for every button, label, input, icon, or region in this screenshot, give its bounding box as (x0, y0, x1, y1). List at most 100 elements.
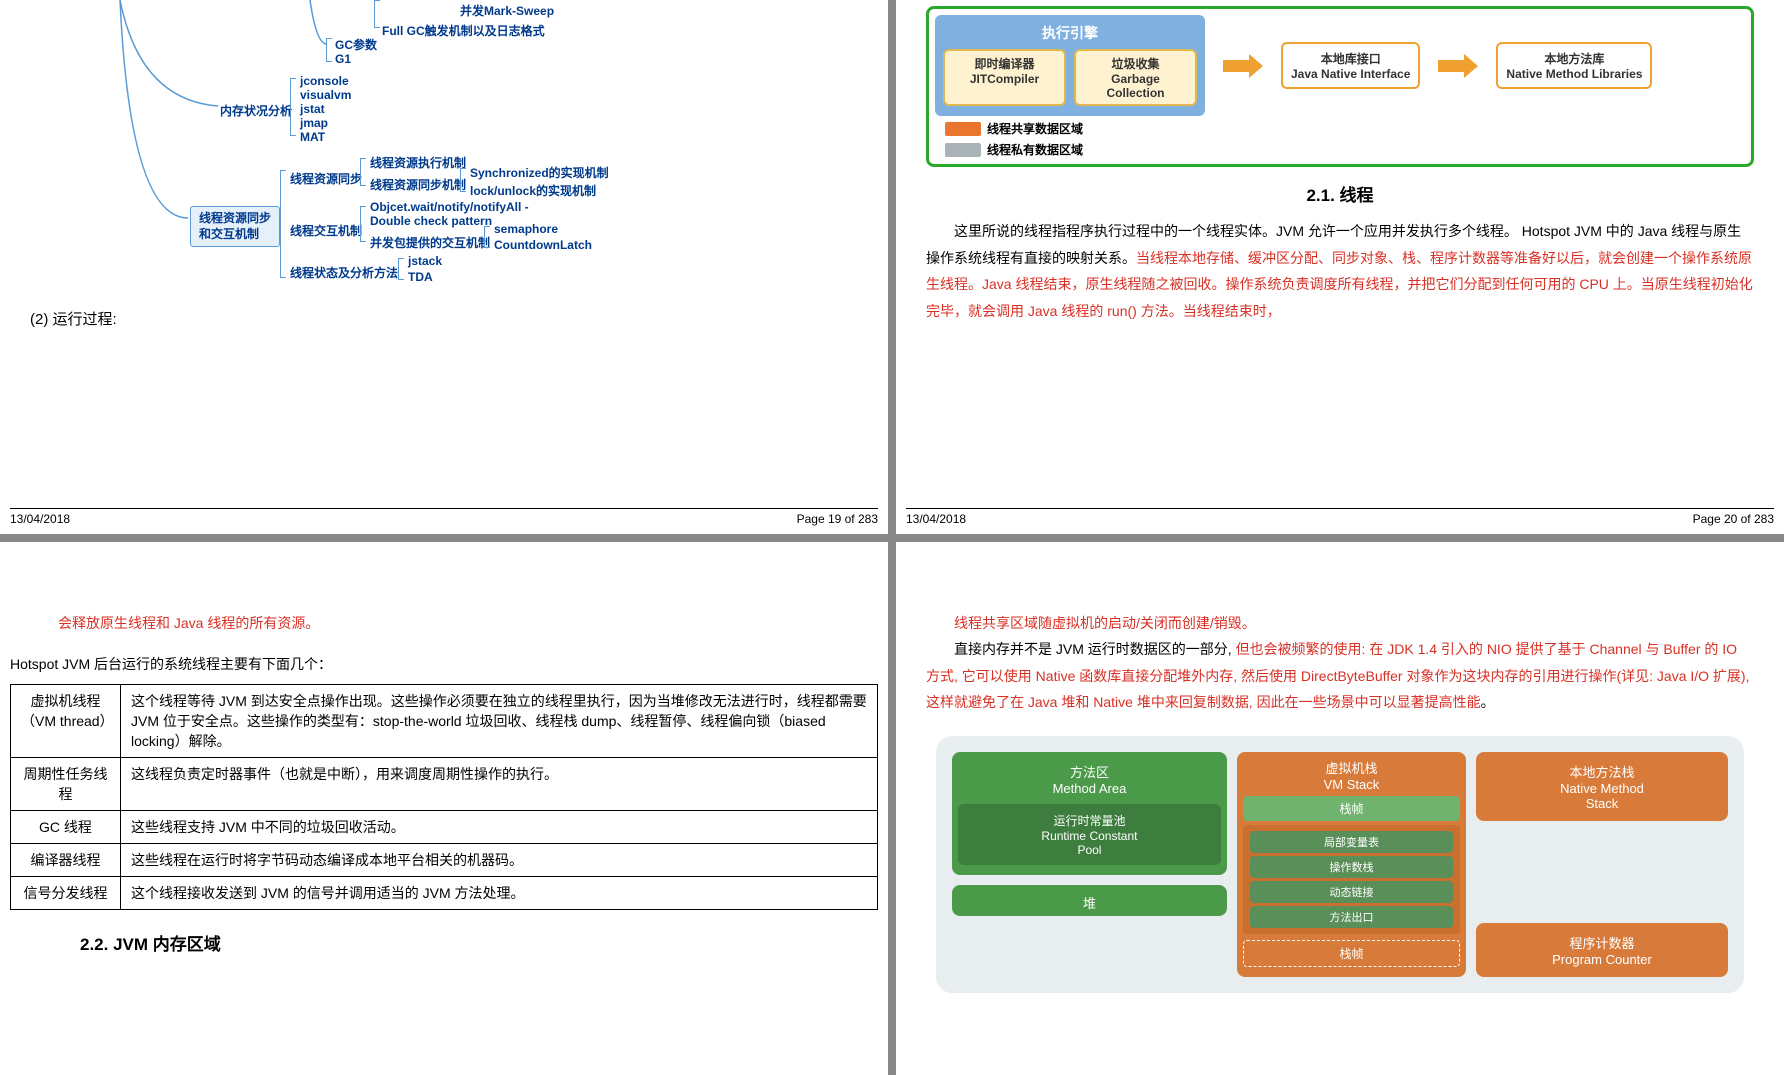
legend-private-swatch (945, 143, 981, 157)
gc-label-en: Garbage Collection (1082, 72, 1189, 100)
p4-p1b: 但也会被频繁的使用: 在 JDK 1.4 引入的 (1236, 641, 1487, 657)
table-row: 虚拟机线程 （VM thread）这个线程等待 JVM 到达安全点操作出现。这些… (11, 685, 878, 758)
legend-private: 线程私有数据区域 (945, 141, 1745, 158)
method-area-en: Method Area (958, 781, 1221, 796)
mm-marksweep: 并发Mark-Sweep (460, 2, 554, 19)
page-19: 并发Mark-Sweep Full GC触发机制以及日志格式 GC参数 G1 内… (0, 0, 888, 534)
exec-engine-diagram: 执行引擎 即时编译器 JITCompiler 垃圾收集 Garbage Coll… (926, 6, 1754, 167)
heap-box: 堆 (952, 885, 1227, 916)
p4-p1a: 直接内存并不是 JVM 运行时数据区的一部分, (954, 641, 1236, 657)
vms-en: VM Stack (1243, 777, 1460, 792)
pc-register-box: 程序计数器 Program Counter (1476, 923, 1728, 977)
mm-tda: TDA (408, 270, 433, 284)
thread-desc-cell: 这线程负责定时器事件（也就是中断），用来调度周期性操作的执行。 (121, 758, 878, 811)
p3-intro: Hotspot JVM 后台运行的系统线程主要有下面几个： (10, 654, 878, 674)
mm-g1: G1 (335, 52, 351, 66)
thread-name-cell: 信号分发线程 (11, 877, 121, 910)
jvm-memory-diagram: 方法区 Method Area 运行时常量池 Runtime Constant … (936, 736, 1744, 993)
page-footer-19: 13/04/2018 Page 19 of 283 (10, 508, 878, 526)
mm-visualvm: visualvm (300, 88, 351, 102)
mm-jconsole: jconsole (300, 74, 349, 88)
native-lib-box: 本地方法库 Native Method Libraries (1496, 42, 1652, 89)
table-row: 信号分发线程这个线程接收发送到 JVM 的信号并调用适当的 JVM 方法处理。 (11, 877, 878, 910)
stack-frame: 栈帧 (1243, 796, 1460, 821)
vms-cn: 虚拟机栈 (1243, 758, 1460, 777)
native-stack-box: 本地方法栈 Native Method Stack (1476, 752, 1728, 821)
mm-sync: 线程资源同步 (290, 170, 362, 187)
footer-date: 13/04/2018 (906, 512, 966, 526)
jit-box: 即时编译器 JITCompiler (943, 49, 1066, 106)
exec-engine-box: 执行引擎 即时编译器 JITCompiler 垃圾收集 Garbage Coll… (935, 15, 1205, 116)
page-21: 会释放原生线程和 Java 线程的所有资源。 Hotspot JVM 后台运行的… (0, 542, 888, 1075)
thread-desc-cell: 这些线程支持 JVM 中不同的垃圾回收活动。 (121, 811, 878, 844)
mm-syncA: 线程资源执行机制 (370, 154, 466, 171)
thread-desc-cell: 这个线程等待 JVM 到达安全点操作出现。这些操作必须要在独立的线程里执行，因为… (121, 685, 878, 758)
mm-memana: 内存状况分析 (220, 102, 292, 119)
method-area-cn: 方法区 (958, 762, 1221, 781)
mm-inter: 线程交互机制 (290, 222, 362, 239)
section-2-2-title: 2.2. JVM 内存区域 (80, 930, 888, 955)
mm-sem: semaphore (494, 222, 558, 236)
mm-sync2: lock/unlock的实现机制 (470, 182, 596, 199)
rtpool-cn: 运行时常量池 (962, 812, 1217, 829)
p4-p1d: 。 (1481, 694, 1495, 710)
para-t1: 这里所说的线程指程序执行过程中的一个线程实体。JVM 允许一个应用并发执行多个线… (954, 223, 1518, 239)
section-2-1-title: 2.1. 线程 (896, 181, 1784, 206)
nlib-en: Native Method Libraries (1506, 67, 1642, 81)
page-20: 执行引擎 即时编译器 JITCompiler 垃圾收集 Garbage Coll… (896, 0, 1784, 534)
p4-para: 直接内存并不是 JVM 运行时数据区的一部分, 但也会被频繁的使用: 在 JDK… (896, 636, 1784, 716)
p4-top: 线程共享区域随虚拟机的启动/关闭而创建/销毁。 (896, 610, 1784, 637)
mm-cdl: CountdownLatch (494, 238, 592, 252)
jit-label-cn: 即时编译器 (951, 55, 1058, 72)
mm-sync1: Synchronized的实现机制 (470, 164, 609, 181)
footer-pagenum: Page 20 of 283 (1693, 512, 1774, 526)
gc-box: 垃圾收集 Garbage Collection (1074, 49, 1197, 106)
mm-root-label: 线程资源同步 和交互机制 (199, 211, 271, 241)
legend-shared: 线程共享数据区域 (945, 120, 1745, 137)
frame-opstack: 操作数栈 (1250, 856, 1453, 878)
pc-cn: 程序计数器 (1482, 933, 1722, 952)
mm-mat: MAT (300, 130, 325, 144)
legend-shared-label: 线程共享数据区域 (987, 120, 1083, 137)
jit-label-en: JITCompiler (951, 72, 1058, 86)
nlib-cn: 本地方法库 (1506, 50, 1642, 67)
system-threads-table: 虚拟机线程 （VM thread）这个线程等待 JVM 到达安全点操作出现。这些… (10, 684, 878, 910)
mm-syncB: 线程资源同步机制 (370, 176, 466, 193)
legend-shared-swatch (945, 122, 981, 136)
page-footer-20: 13/04/2018 Page 20 of 283 (906, 508, 1774, 526)
footer-date: 13/04/2018 (10, 512, 70, 526)
p3-top: 会释放原生线程和 Java 线程的所有资源。 (0, 610, 888, 637)
page-22: 线程共享区域随虚拟机的启动/关闭而创建/销毁。 直接内存并不是 JVM 运行时数… (896, 542, 1784, 1075)
mm-gcparam: GC参数 (335, 36, 377, 53)
vm-stack-box: 虚拟机栈 VM Stack 栈帧 局部变量表 操作数栈 动态链接 方法出口 栈帧 (1237, 752, 1466, 977)
thread-name-cell: 周期性任务线程 (11, 758, 121, 811)
para-thread: 这里所说的线程指程序执行过程中的一个线程实体。JVM 允许一个应用并发执行多个线… (896, 218, 1784, 324)
frame-localvars: 局部变量表 (1250, 831, 1453, 853)
mm-state: 线程状态及分析方法 (290, 264, 398, 281)
thread-name-cell: GC 线程 (11, 811, 121, 844)
arrow-icon (1438, 54, 1478, 78)
footer-pagenum: Page 19 of 283 (797, 512, 878, 526)
nms-en: Native Method Stack (1482, 781, 1722, 811)
thread-name-cell: 编译器线程 (11, 844, 121, 877)
mm-interB: 并发包提供的交互机制 (370, 234, 490, 251)
thread-desc-cell: 这个线程接收发送到 JVM 的信号并调用适当的 JVM 方法处理。 (121, 877, 878, 910)
table-row: GC 线程这些线程支持 JVM 中不同的垃圾回收活动。 (11, 811, 878, 844)
mm-jmap: jmap (300, 116, 328, 130)
mm-jstat: jstat (300, 102, 325, 116)
pc-en: Program Counter (1482, 952, 1722, 967)
mm-jstack: jstack (408, 254, 442, 268)
table-row: 周期性任务线程这线程负责定时器事件（也就是中断），用来调度周期性操作的执行。 (11, 758, 878, 811)
exec-title: 执行引擎 (943, 23, 1197, 43)
method-area-box: 方法区 Method Area 运行时常量池 Runtime Constant … (952, 752, 1227, 875)
frame-return: 方法出口 (1250, 906, 1453, 928)
frame-dynlink: 动态链接 (1250, 881, 1453, 903)
jni-en: Java Native Interface (1291, 67, 1410, 81)
table-row: 编译器线程这些线程在运行时将字节码动态编译成本地平台相关的机器码。 (11, 844, 878, 877)
nms-cn: 本地方法栈 (1482, 762, 1722, 781)
arrow-icon (1223, 54, 1263, 78)
mindmap: 并发Mark-Sweep Full GC触发机制以及日志格式 GC参数 G1 内… (0, 0, 888, 290)
p1-subtitle: (2) 运行过程: (30, 308, 888, 329)
jni-box: 本地库接口 Java Native Interface (1281, 42, 1420, 89)
mm-fullgc: Full GC触发机制以及日志格式 (382, 22, 545, 39)
